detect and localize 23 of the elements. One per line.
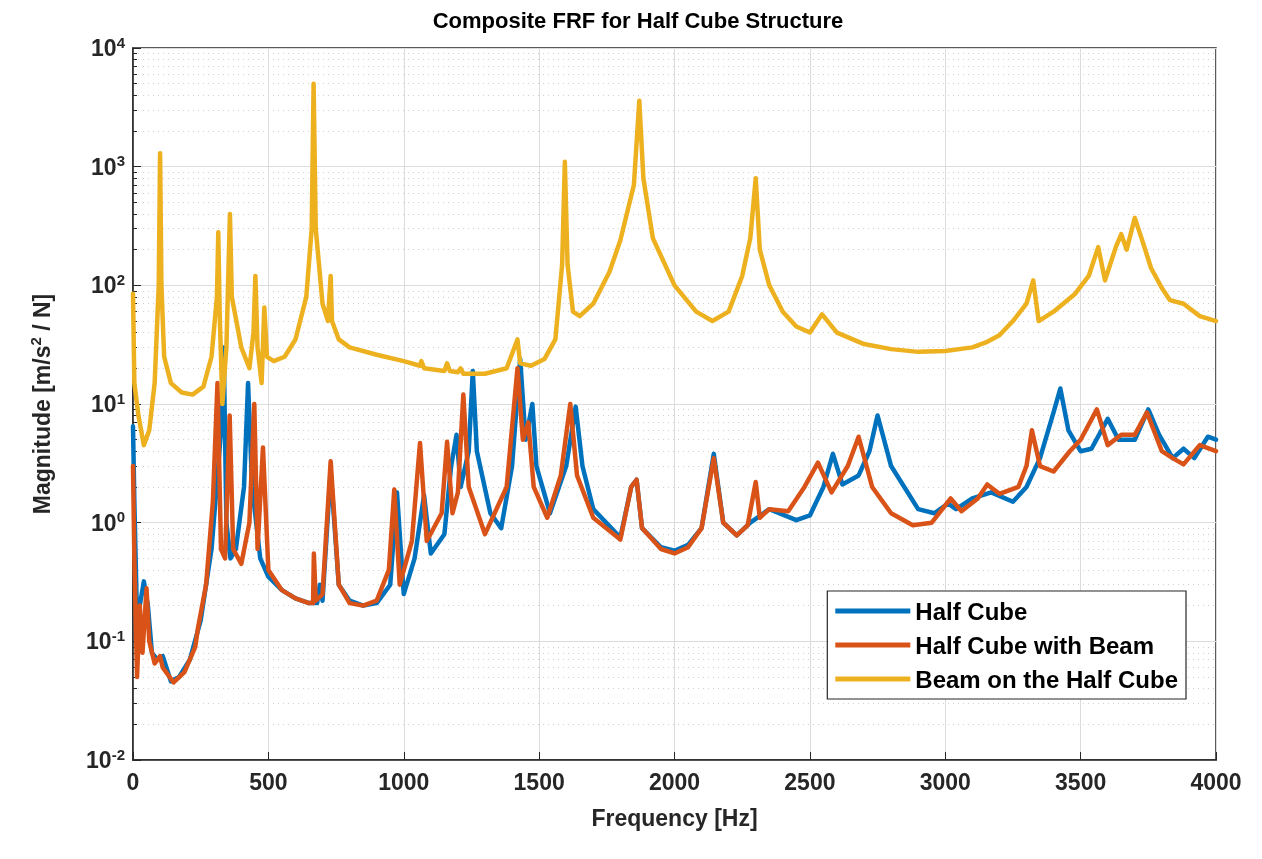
x-tick-label: 500 <box>249 768 288 795</box>
y-tick-label: 10$^{0}$ <box>91 507 125 536</box>
x-tick-label: 2000 <box>648 768 701 795</box>
x-tick-label: 3000 <box>919 768 971 795</box>
legend-label: Half Cube with Beam <box>915 631 1154 659</box>
x-tick-label: 0 <box>126 768 140 795</box>
x-tick-label: 1000 <box>378 768 430 795</box>
x-tick-label: 4000 <box>1190 768 1242 795</box>
x-axis-title: Frequency [Hz] <box>591 804 758 831</box>
y-tick-label: 10$^{3}$ <box>91 151 125 180</box>
x-tick-label: 3500 <box>1055 768 1107 795</box>
y-tick-label: 10$^{2}$ <box>91 270 125 298</box>
y-tick-label: 10$^{-1}$ <box>86 626 125 654</box>
y-tick-label: 10$^{1}$ <box>91 389 125 417</box>
chart-title: Composite FRF for Half Cube Structure <box>432 7 844 33</box>
legend-label: Half Cube <box>915 597 1028 625</box>
y-axis-title: Magnitude [m/s2 / N] <box>27 293 55 515</box>
legend-label: Beam on the Half Cube <box>915 665 1178 693</box>
y-tick-label: 10$^{-2}$ <box>86 745 125 773</box>
x-tick-label: 2500 <box>784 768 836 795</box>
x-tick-label: 1500 <box>513 768 565 795</box>
line-series <box>130 81 1219 448</box>
y-tick-label: 10$^{4}$ <box>91 33 125 61</box>
